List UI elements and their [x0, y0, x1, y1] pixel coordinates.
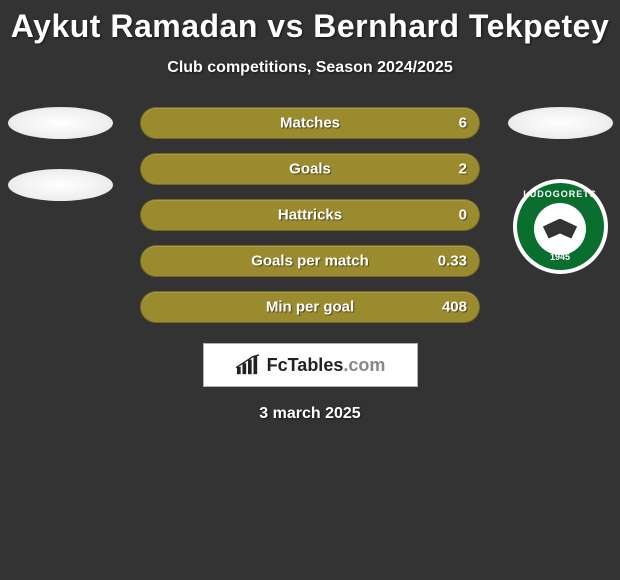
comparison-date: 3 march 2025 [0, 405, 620, 423]
metric-row: Matches 6 [140, 107, 480, 139]
club-badge-eagle-icon [534, 203, 586, 255]
footer-brand-logo: FcTables.com [203, 343, 418, 387]
left-player-column [0, 107, 120, 201]
right-player-column: LUDOGORETS 1945 [500, 107, 620, 274]
metric-label: Hattricks [278, 207, 342, 224]
club-badge-year: 1945 [550, 252, 570, 262]
metric-row: Min per goal 408 [140, 291, 480, 323]
left-player-avatar-placeholder [8, 107, 113, 139]
club-badge-name: LUDOGORETS [523, 189, 597, 199]
metric-row: Hattricks 0 [140, 199, 480, 231]
comparison-panel: LUDOGORETS 1945 Matches 6 Goals 2 Hattri… [0, 107, 620, 423]
metric-right-value: 2 [459, 161, 467, 178]
metric-right-value: 408 [442, 299, 467, 316]
left-player-club-placeholder [8, 169, 113, 201]
metric-label: Matches [280, 115, 340, 132]
metric-row: Goals per match 0.33 [140, 245, 480, 277]
metric-right-value: 0.33 [438, 253, 467, 270]
bar-chart-icon [235, 354, 261, 376]
metric-right-value: 0 [459, 207, 467, 224]
metric-label: Min per goal [266, 299, 354, 316]
subtitle: Club competitions, Season 2024/2025 [0, 59, 620, 77]
metric-label: Goals per match [251, 253, 369, 270]
right-player-club-badge: LUDOGORETS 1945 [513, 179, 608, 274]
metric-label: Goals [289, 161, 331, 178]
metric-row: Goals 2 [140, 153, 480, 185]
page-title: Aykut Ramadan vs Bernhard Tekpetey [0, 0, 620, 45]
metric-bars: Matches 6 Goals 2 Hattricks 0 Goals per … [140, 107, 480, 323]
metric-right-value: 6 [459, 115, 467, 132]
right-player-avatar-placeholder [508, 107, 613, 139]
footer-brand-text: FcTables.com [267, 355, 386, 376]
